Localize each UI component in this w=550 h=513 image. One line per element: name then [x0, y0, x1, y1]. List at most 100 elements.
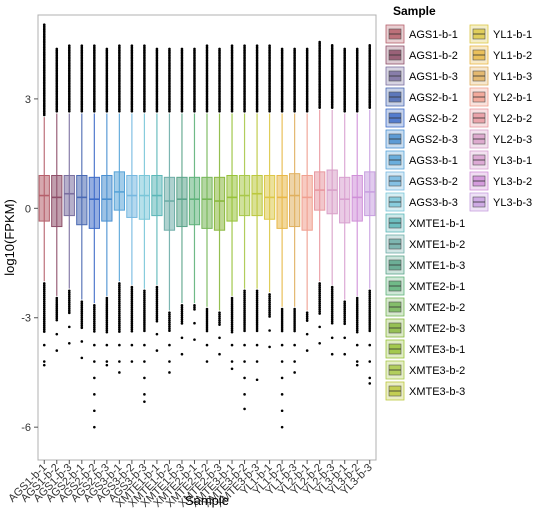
outlier-point — [255, 309, 259, 313]
outlier-point — [293, 325, 296, 329]
outlier-point — [230, 318, 234, 322]
outlier-point — [118, 318, 121, 321]
outlier-point — [230, 300, 234, 304]
outlier-point — [243, 307, 246, 311]
box-body — [326, 169, 338, 215]
outlier-point — [105, 298, 109, 302]
legend-item-YL3-b-2: YL3-b-2 — [469, 171, 532, 191]
legend-item-YL1-b-1: YL1-b-1 — [469, 24, 532, 44]
y-axis-title: log10(FPKM) — [2, 199, 17, 276]
outlier-point — [268, 303, 271, 306]
outlier-point — [343, 318, 347, 322]
outlier-point — [368, 327, 372, 331]
outlier-point — [205, 315, 209, 319]
outlier-point — [193, 306, 196, 309]
outlier-point — [193, 47, 196, 51]
outlier-point — [230, 306, 234, 310]
outlier-point — [355, 324, 359, 328]
outlier-point — [93, 376, 96, 380]
outlier-point — [318, 296, 321, 299]
box-AGS3-b-1 — [113, 44, 126, 374]
outlier-point — [318, 300, 321, 303]
outlier-point — [130, 315, 134, 319]
outlier-point — [67, 44, 71, 47]
outlier-point — [105, 296, 109, 300]
outlier-point — [67, 307, 71, 311]
outlier-point — [42, 286, 46, 289]
box-XMTE2-b-2 — [201, 44, 213, 363]
outlier-point — [168, 315, 171, 318]
outlier-point — [143, 343, 146, 347]
outlier-point — [155, 299, 159, 303]
outlier-point — [205, 323, 209, 327]
outlier-point — [318, 286, 321, 289]
box-YL1-b-3 — [288, 47, 301, 374]
box-body — [213, 176, 226, 231]
outlier-point — [42, 314, 46, 317]
outlier-point — [205, 307, 209, 311]
legend-label: YL1-b-2 — [493, 50, 532, 62]
outlier-point — [168, 47, 171, 51]
outlier-point — [330, 317, 334, 321]
legend-label: YL2-b-3 — [493, 134, 532, 146]
outlier-point — [143, 293, 146, 297]
outlier-point — [268, 301, 271, 304]
outlier-point — [230, 324, 234, 328]
outlier-point — [330, 307, 334, 311]
outlier-point — [355, 298, 359, 302]
box-body — [138, 174, 151, 220]
outlier-point — [155, 297, 159, 301]
outlier-point — [42, 290, 46, 293]
outlier-point — [105, 302, 109, 306]
outlier-point — [230, 44, 234, 47]
outlier-point — [80, 312, 84, 316]
legend-label: AGS1-b-2 — [409, 50, 458, 62]
outlier-point — [243, 407, 246, 411]
outlier-point — [368, 309, 372, 313]
outlier-point — [230, 328, 234, 332]
outlier-point — [255, 303, 259, 307]
outlier-point — [280, 393, 284, 396]
outlier-point — [330, 301, 334, 305]
outlier-point — [55, 349, 59, 352]
box-YL3-b-3 — [364, 43, 376, 385]
legend-item-AGS2-b-2: AGS2-b-2 — [385, 108, 458, 128]
outlier-point — [143, 325, 146, 329]
outlier-point — [118, 343, 121, 347]
box-body — [51, 174, 63, 228]
outlier-point — [180, 308, 184, 311]
box-AGS1-b-1 — [38, 23, 50, 367]
outlier-point — [105, 310, 109, 314]
outlier-point — [318, 308, 321, 311]
legend-label: XMTE3-b-1 — [409, 344, 465, 356]
box-YL2-b-1 — [301, 47, 313, 352]
outlier-point — [230, 316, 234, 320]
outlier-point — [180, 314, 184, 317]
x-axis-title: Sample — [185, 493, 229, 508]
outlier-point — [143, 329, 146, 333]
y-tick-label: 3 — [25, 94, 31, 106]
outlier-point — [205, 44, 209, 47]
plot-area — [37, 14, 377, 461]
outlier-point — [218, 317, 221, 320]
outlier-point — [168, 327, 171, 330]
box-body — [339, 176, 351, 224]
outlier-point — [118, 312, 121, 315]
legend-label: XMTE3-b-3 — [409, 386, 465, 398]
outlier-point — [155, 309, 159, 313]
outlier-point — [205, 311, 209, 315]
outlier-point — [93, 330, 96, 333]
outlier-point — [80, 300, 84, 303]
outlier-point — [118, 314, 121, 317]
outlier-point — [80, 320, 84, 324]
outlier-point — [67, 341, 71, 345]
outlier-point — [130, 313, 134, 317]
outlier-point — [343, 312, 347, 316]
outlier-point — [105, 343, 109, 347]
outlier-point — [205, 325, 209, 329]
outlier-point — [42, 304, 46, 307]
outlier-point — [243, 295, 246, 299]
outlier-point — [42, 302, 46, 305]
outlier-point — [318, 341, 321, 345]
outlier-point — [155, 295, 159, 299]
